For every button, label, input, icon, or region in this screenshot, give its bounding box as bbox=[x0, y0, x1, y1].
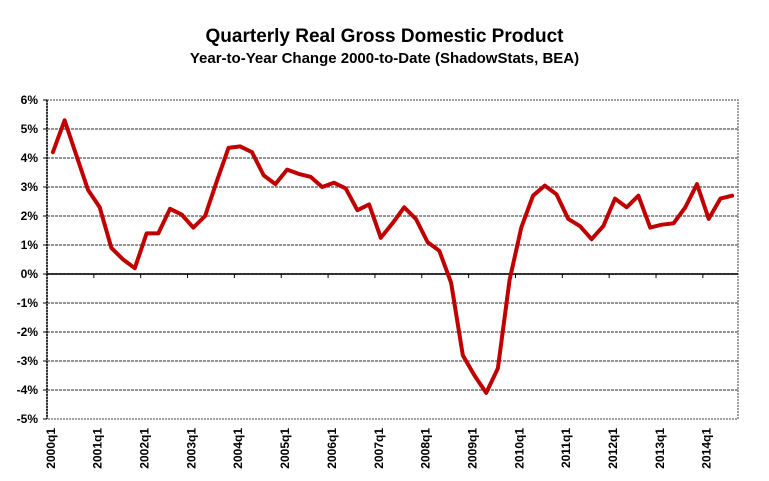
y-tick-label: 4% bbox=[21, 151, 39, 165]
data-point bbox=[695, 182, 699, 186]
data-point bbox=[379, 236, 383, 240]
data-point bbox=[578, 224, 582, 228]
data-point bbox=[543, 184, 547, 188]
data-point bbox=[496, 366, 500, 370]
series-layer bbox=[50, 118, 735, 395]
data-point bbox=[367, 202, 371, 206]
data-point bbox=[484, 391, 488, 395]
x-tick-label: 2009q1 bbox=[465, 428, 479, 469]
y-tick-label: 2% bbox=[21, 209, 39, 223]
data-point bbox=[133, 266, 137, 270]
data-point bbox=[51, 150, 55, 154]
data-point bbox=[461, 353, 465, 357]
data-point bbox=[636, 194, 640, 198]
data-point bbox=[613, 197, 617, 201]
data-point bbox=[203, 214, 207, 218]
data-point bbox=[519, 226, 523, 230]
data-point bbox=[391, 221, 395, 225]
data-point bbox=[297, 172, 301, 176]
data-point bbox=[437, 249, 441, 253]
series-line bbox=[50, 118, 735, 395]
data-point bbox=[332, 181, 336, 185]
x-tick-label: 2007q1 bbox=[372, 428, 386, 469]
data-point bbox=[109, 246, 113, 250]
data-point bbox=[590, 237, 594, 241]
x-tick-label: 2010q1 bbox=[512, 428, 526, 469]
data-point bbox=[660, 223, 664, 227]
x-tick-label: 2003q1 bbox=[184, 428, 198, 469]
data-point bbox=[74, 153, 78, 157]
data-point bbox=[309, 175, 313, 179]
data-point bbox=[449, 281, 453, 285]
data-point bbox=[472, 374, 476, 378]
data-point bbox=[180, 213, 184, 217]
gridlines bbox=[47, 128, 738, 391]
data-point bbox=[625, 205, 629, 209]
data-point bbox=[273, 182, 277, 186]
y-axis: 6% 5% 4% 3% 2% 1% 0% -1% -2% -3% -4% -5% bbox=[17, 93, 48, 426]
data-point bbox=[98, 205, 102, 209]
data-point bbox=[250, 150, 254, 154]
data-point bbox=[402, 205, 406, 209]
y-tick-label: -4% bbox=[17, 383, 39, 397]
data-point bbox=[707, 217, 711, 221]
data-point bbox=[215, 179, 219, 183]
data-point bbox=[63, 118, 67, 122]
data-point bbox=[554, 192, 558, 196]
data-point bbox=[168, 207, 172, 211]
y-tick-label: -1% bbox=[17, 296, 39, 310]
y-tick-label: 1% bbox=[21, 238, 39, 252]
data-point bbox=[238, 144, 242, 148]
data-point bbox=[508, 278, 512, 282]
data-point bbox=[285, 168, 289, 172]
data-point bbox=[320, 185, 324, 189]
y-tick-label: -3% bbox=[17, 354, 39, 368]
data-point bbox=[355, 208, 359, 212]
x-tick-label: 2001q1 bbox=[91, 428, 105, 469]
x-tick-label: 2005q1 bbox=[278, 428, 292, 469]
data-point bbox=[414, 217, 418, 221]
data-point bbox=[672, 221, 676, 225]
y-tick-label: -2% bbox=[17, 325, 39, 339]
data-point bbox=[191, 226, 195, 230]
y-tick-label: 3% bbox=[21, 180, 39, 194]
data-point bbox=[683, 205, 687, 209]
data-point bbox=[648, 226, 652, 230]
x-tick-label: 2004q1 bbox=[231, 428, 245, 469]
data-point bbox=[566, 217, 570, 221]
data-point bbox=[262, 173, 266, 177]
x-tick-label: 2008q1 bbox=[419, 428, 433, 469]
x-tick-label: 2006q1 bbox=[325, 428, 339, 469]
plot-area bbox=[46, 99, 739, 420]
x-tick-label: 2002q1 bbox=[138, 428, 152, 469]
data-point bbox=[601, 224, 605, 228]
x-tick-label: 2012q1 bbox=[606, 428, 620, 469]
chart-title: Quarterly Real Gross Domestic Product bbox=[205, 26, 564, 47]
data-point bbox=[718, 197, 722, 201]
x-tick-label: 2000q1 bbox=[44, 428, 58, 469]
y-tick-label: 6% bbox=[21, 93, 39, 107]
data-point bbox=[156, 231, 160, 235]
chart-subtitle: Year-to-Year Change 2000-to-Date (Shadow… bbox=[189, 50, 580, 67]
y-tick-label: -5% bbox=[17, 412, 39, 426]
x-axis: 2000q1 2001q1 2002q1 2003q1 2004q1 2005q1 2006… bbox=[44, 273, 738, 469]
x-tick-label: 2014q1 bbox=[700, 428, 714, 469]
data-point bbox=[227, 146, 231, 150]
x-tick-label: 2013q1 bbox=[653, 428, 667, 469]
data-point bbox=[426, 240, 430, 244]
data-point bbox=[86, 188, 90, 192]
y-tick-label: 5% bbox=[21, 122, 39, 136]
data-point bbox=[344, 186, 348, 190]
y-tick-label: 0% bbox=[21, 267, 39, 281]
data-point bbox=[730, 194, 734, 198]
data-point bbox=[121, 258, 125, 262]
data-point bbox=[531, 194, 535, 198]
data-point bbox=[145, 231, 149, 235]
x-tick-label: 2011q1 bbox=[559, 428, 573, 468]
